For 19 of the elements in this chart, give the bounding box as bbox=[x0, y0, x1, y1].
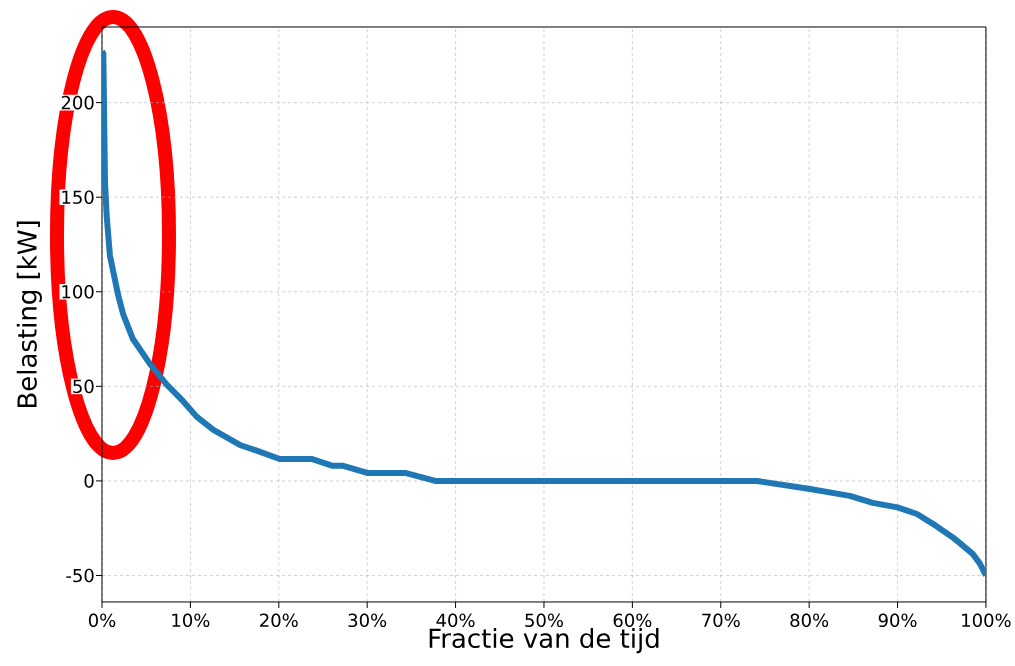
x-tick-label: 90% bbox=[878, 613, 917, 628]
x-tick-label: 50% bbox=[525, 613, 563, 628]
x-tick-label: 10% bbox=[172, 613, 210, 628]
y-tick-label: 200 bbox=[61, 95, 94, 110]
y-axis-title: Belasting [kW] bbox=[16, 221, 42, 408]
x-axis-title: Fractie van de tijd bbox=[429, 627, 659, 654]
x-tick-label: 40% bbox=[436, 613, 475, 628]
x-tick-label: 80% bbox=[790, 613, 829, 628]
x-tick-label: 0% bbox=[88, 613, 116, 628]
y-tick-label: 100 bbox=[62, 284, 94, 299]
x-tick-label: 100% bbox=[962, 613, 1011, 628]
x-tick-label: 30% bbox=[348, 613, 387, 628]
y-tick-label: 150 bbox=[62, 190, 94, 205]
x-tick-label: 70% bbox=[702, 613, 740, 628]
y-tick-label: 0 bbox=[84, 474, 94, 488]
y-tick-label: -50 bbox=[66, 568, 94, 583]
y-tick-label: 50 bbox=[73, 379, 94, 394]
x-tick-label: 60% bbox=[613, 613, 652, 628]
x-tick-label: 20% bbox=[260, 613, 298, 628]
